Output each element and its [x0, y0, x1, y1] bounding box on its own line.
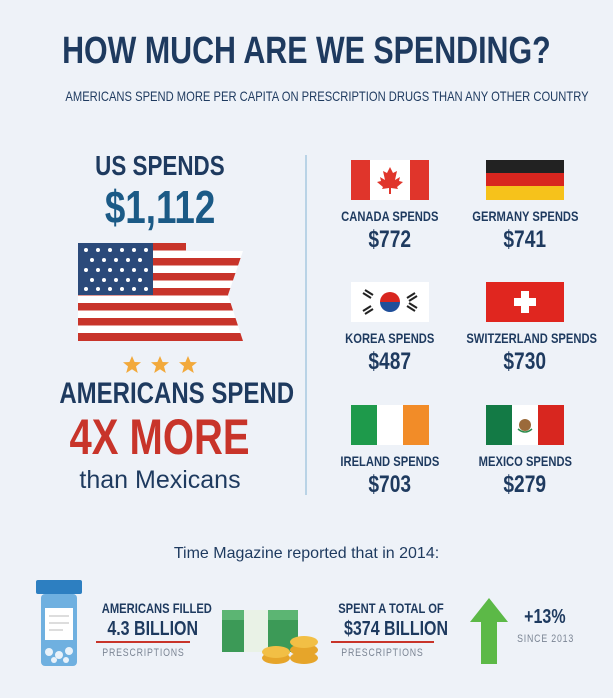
flag-ireland [351, 405, 429, 445]
money-icon [222, 610, 318, 664]
divider [305, 155, 307, 495]
country-label-box: MEXICO SPENDS [450, 453, 600, 471]
country-label: KOREA SPENDS [345, 330, 435, 346]
country-amount-box: $772 [315, 226, 465, 254]
flag-korea [351, 282, 429, 322]
country-label: MEXICO SPENDS [478, 453, 572, 469]
flag-germany [486, 160, 564, 200]
subtitle: AMERICANS SPEND MORE PER CAPITA ON PRESC… [65, 88, 589, 104]
country-amount: $741 [503, 226, 547, 253]
stat-lead: SPENT A TOTAL OF [338, 600, 444, 616]
footer-intro: Time Magazine reported that in 2014: [173, 545, 440, 562]
country-amount-box: $703 [315, 471, 465, 499]
country-amount: $279 [503, 471, 547, 498]
flag-canada [351, 160, 429, 200]
country-amount-box: $279 [450, 471, 600, 499]
pill-bottle-icon [36, 580, 82, 666]
country-amount: $730 [503, 348, 547, 375]
up-arrow-icon [470, 598, 508, 664]
country-label-box: CANADA SPENDS [315, 208, 465, 226]
stat-note: PRESCRIPTIONS [341, 647, 424, 659]
us-flag [78, 243, 243, 341]
country-label-box: GERMANY SPENDS [450, 208, 600, 226]
subtitle-box: AMERICANS SPEND MORE PER CAPITA ON PRESC… [0, 88, 613, 106]
country-amount-box: $487 [315, 348, 465, 376]
country-amount-box: $741 [450, 226, 600, 254]
country-label: GERMANY SPENDS [471, 208, 579, 224]
flag-switzerland [486, 282, 564, 322]
country-amount-box: $730 [450, 348, 600, 376]
country-label: CANADA SPENDS [341, 208, 439, 224]
stat-value: +13% [524, 606, 566, 628]
country-amount: $487 [368, 348, 412, 375]
us-label: US SPENDS [95, 150, 225, 181]
flag-mexico [486, 405, 564, 445]
comparison-lead: AMERICANS SPEND [59, 377, 295, 410]
title: HOW MUCH ARE WE SPENDING? [62, 30, 551, 72]
stat-value: $374 BILLION [344, 618, 449, 640]
stat-value: 4.3 BILLION [107, 618, 199, 640]
title-box: HOW MUCH ARE WE SPENDING? [0, 30, 613, 73]
us-amount: $1,112 [104, 181, 216, 233]
stars [123, 356, 197, 373]
country-amount: $703 [368, 471, 412, 498]
country-label-box: IRELAND SPENDS [315, 453, 465, 471]
comparison-highlight: 4X MORE [69, 409, 251, 465]
stat-note: PRESCRIPTIONS [101, 647, 185, 659]
country-label: IRELAND SPENDS [340, 453, 440, 469]
stat-lead: AMERICANS FILLED [101, 600, 212, 616]
country-label-box: SWITZERLAND SPENDS [450, 330, 600, 348]
country-label: SWITZERLAND SPENDS [466, 330, 598, 346]
country-label-box: KOREA SPENDS [315, 330, 465, 348]
comparison-tail: than Mexicans [79, 466, 241, 494]
country-amount: $772 [368, 226, 412, 253]
stat-note: SINCE 2013 [517, 633, 575, 645]
